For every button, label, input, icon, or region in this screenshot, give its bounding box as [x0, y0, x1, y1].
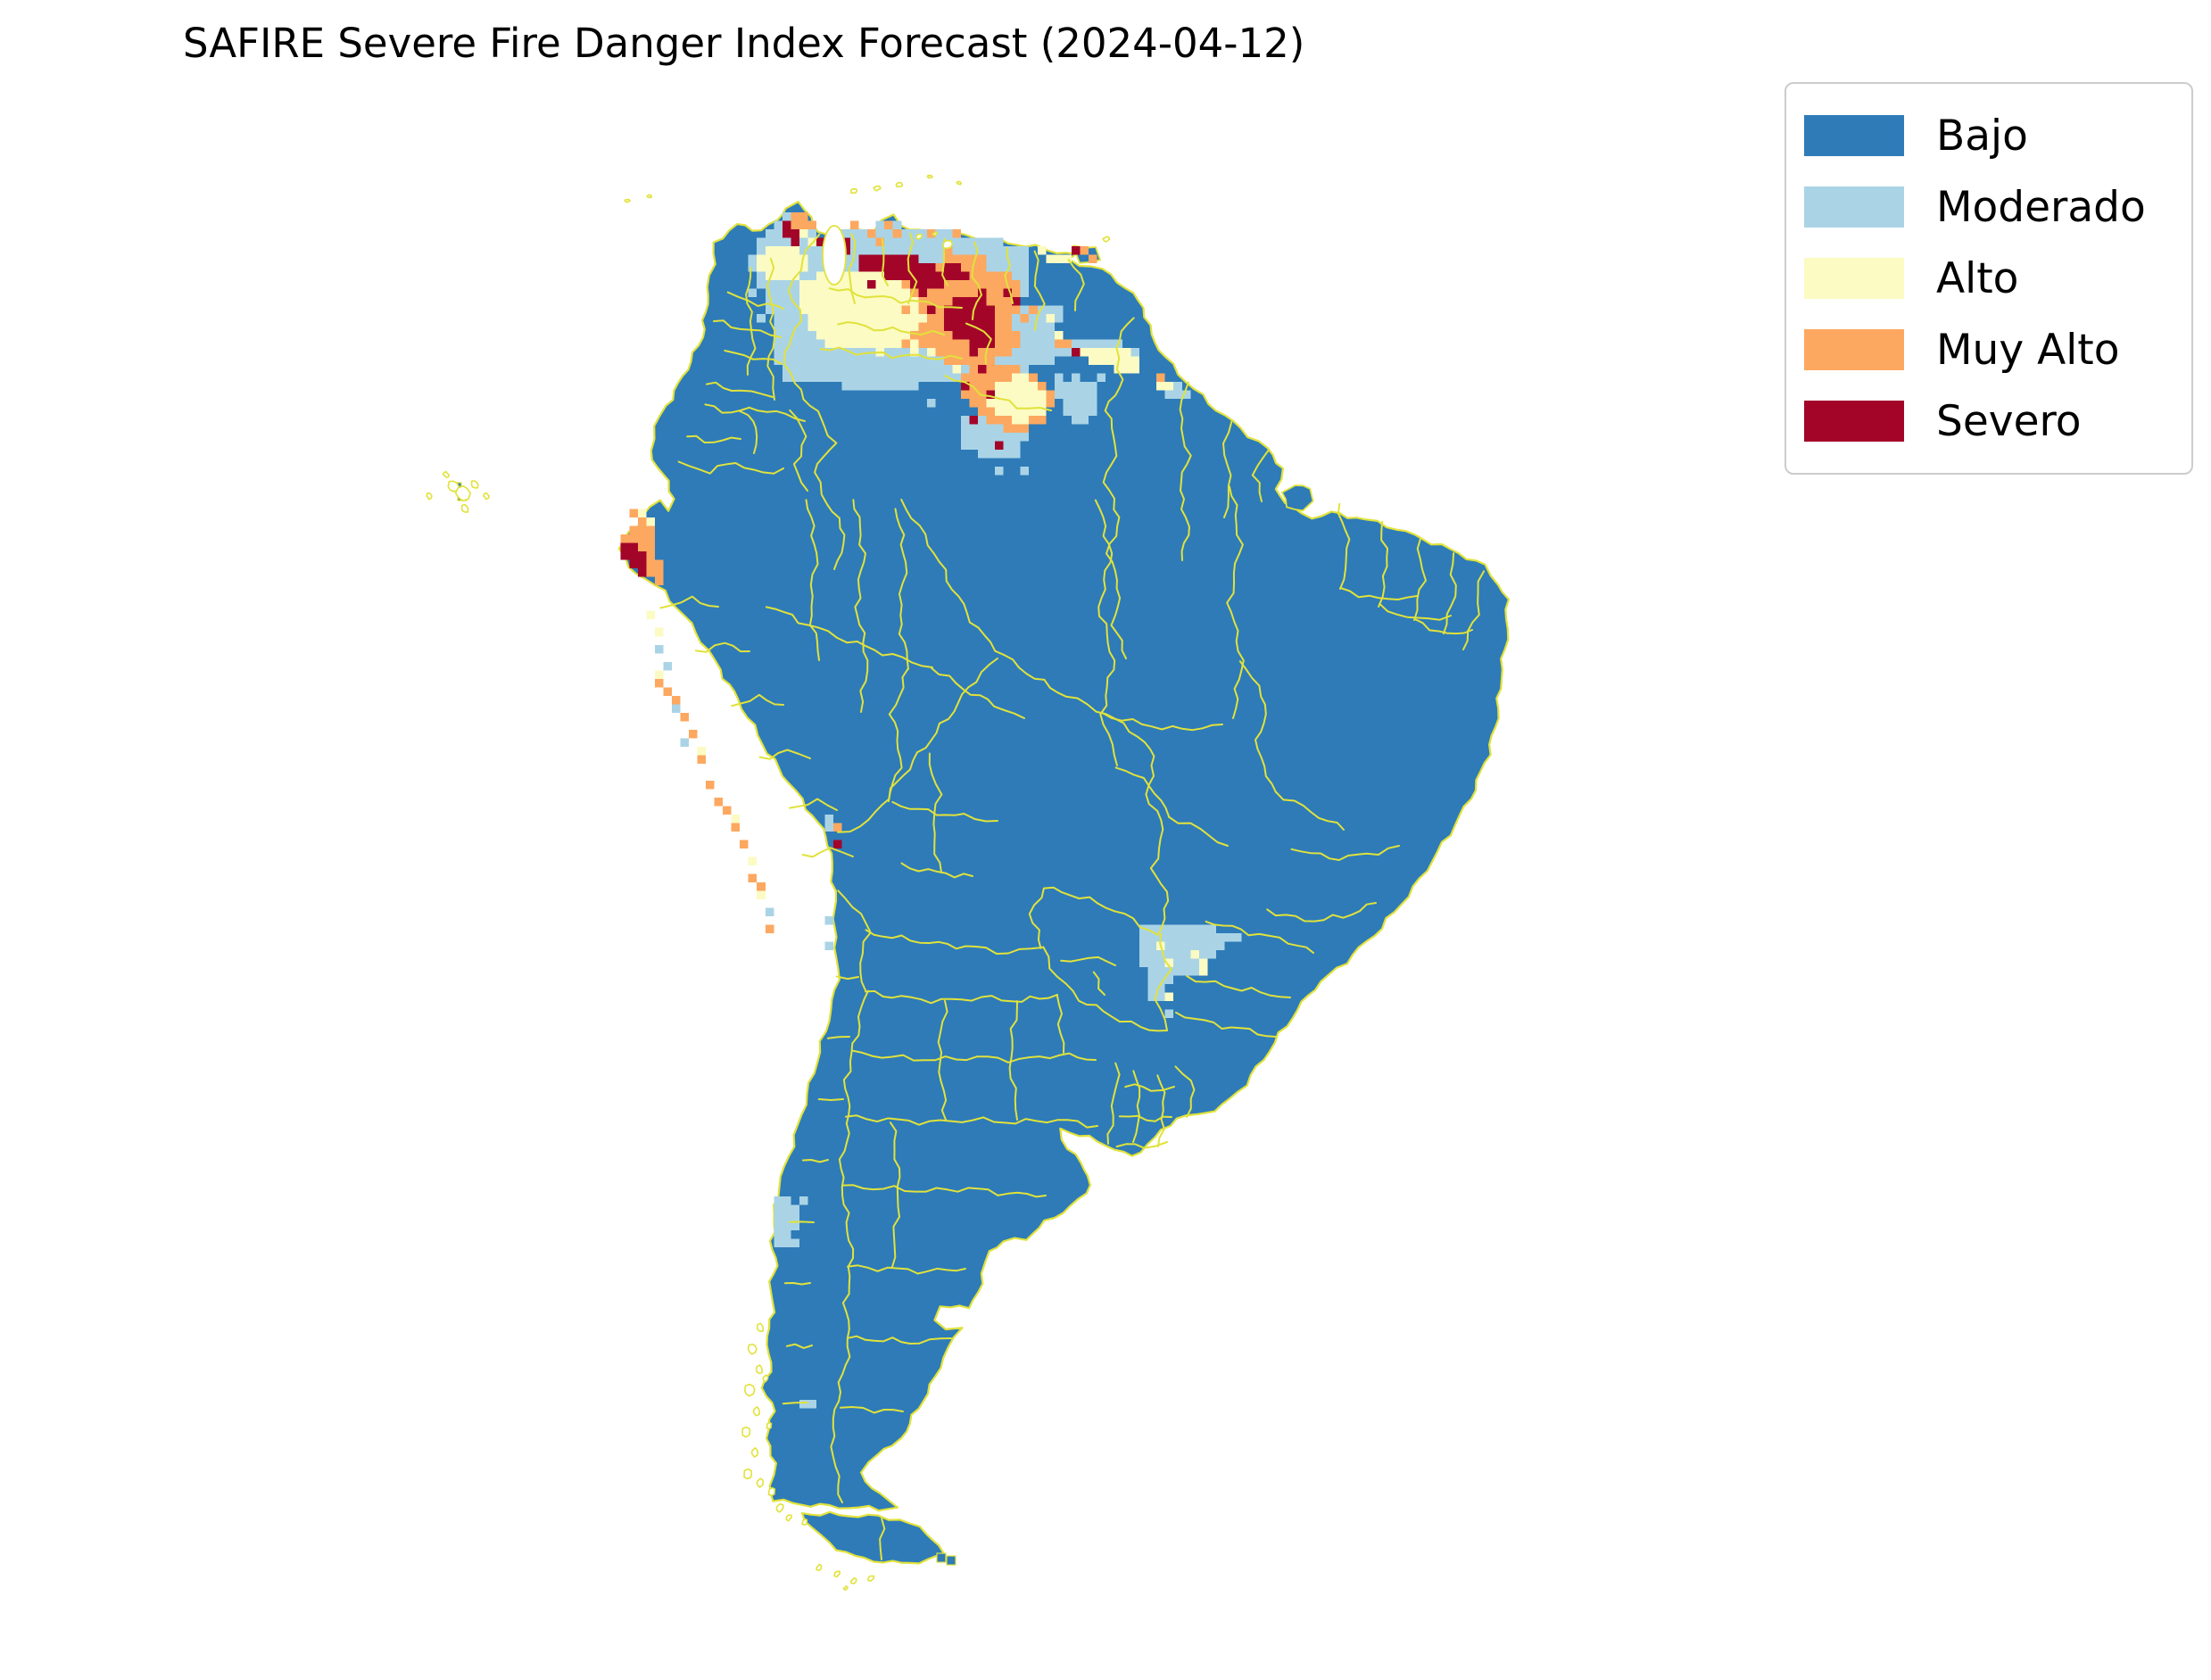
- legend-item: Severo: [1804, 385, 2174, 457]
- legend-label: Severo: [1936, 396, 2082, 446]
- map-title: SAFIRE Severe Fire Danger Index Forecast…: [183, 20, 1305, 67]
- legend-swatch-muy-alto: [1804, 329, 1904, 370]
- legend-swatch-alto: [1804, 258, 1904, 299]
- legend-label: Bajo: [1936, 111, 2028, 161]
- legend: Bajo Moderado Alto Muy Alto Severo: [1785, 82, 2193, 475]
- legend-item: Alto: [1804, 243, 2174, 314]
- legend-label: Alto: [1936, 253, 2019, 303]
- legend-swatch-severo: [1804, 401, 1904, 442]
- legend-label: Moderado: [1936, 182, 2146, 232]
- legend-item: Moderado: [1804, 171, 2174, 243]
- legend-label: Muy Alto: [1936, 325, 2120, 375]
- legend-swatch-bajo: [1804, 115, 1904, 156]
- legend-item: Muy Alto: [1804, 314, 2174, 385]
- legend-swatch-moderado: [1804, 186, 1904, 228]
- legend-item: Bajo: [1804, 100, 2174, 171]
